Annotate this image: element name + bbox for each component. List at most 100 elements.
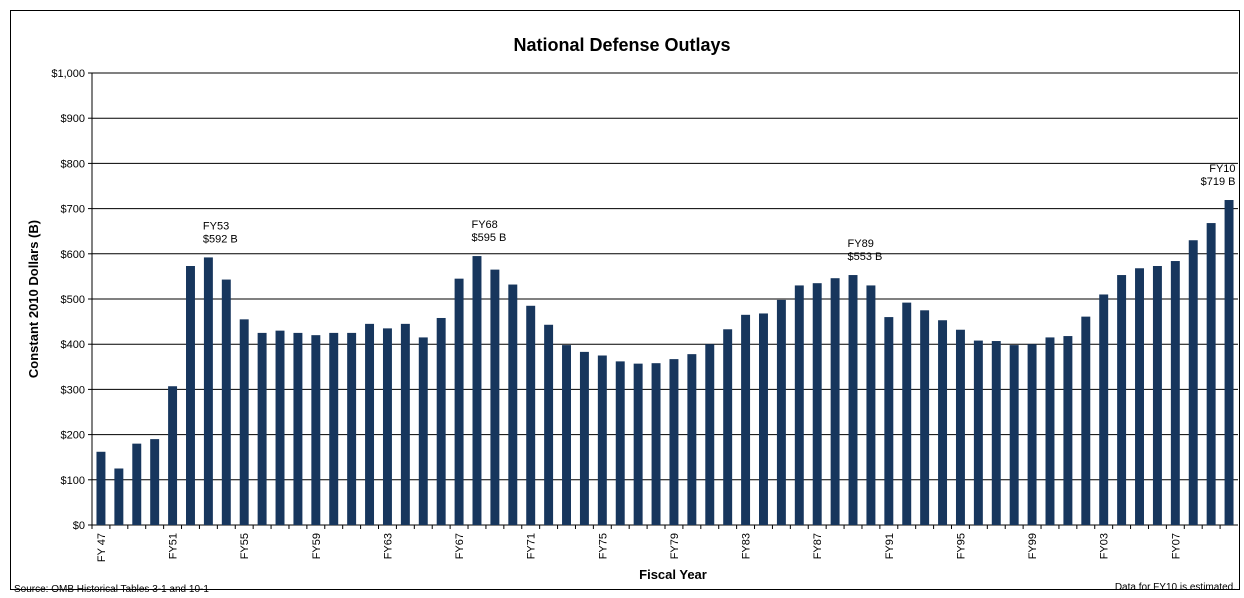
- bar: [938, 320, 948, 525]
- bar: [508, 284, 518, 525]
- bar: [132, 443, 142, 525]
- bar: [400, 323, 410, 525]
- bar: [562, 345, 571, 525]
- bar: [633, 363, 643, 525]
- bar: [186, 266, 195, 525]
- bar: [723, 329, 733, 525]
- x-tick-label: FY51: [168, 533, 180, 559]
- x-tick-label: FY75: [597, 533, 609, 559]
- bar: [579, 351, 589, 525]
- x-tick-label: FY99: [1027, 533, 1039, 559]
- bar: [544, 324, 554, 525]
- y-tick-label: $600: [61, 249, 85, 261]
- y-tick-label: $400: [61, 339, 85, 351]
- bar: [1170, 261, 1180, 525]
- bar: [884, 317, 894, 525]
- bar: [597, 355, 607, 525]
- annotation-value: $592 B: [203, 233, 238, 245]
- y-axis-title: Constant 2010 Dollars (B): [26, 220, 41, 378]
- bar: [669, 359, 679, 525]
- bar: [1224, 200, 1234, 525]
- bar: [1206, 223, 1216, 525]
- bar: [1063, 336, 1073, 525]
- bar: [418, 337, 428, 525]
- bar: [1152, 266, 1162, 525]
- bar: [991, 341, 1001, 525]
- annotation-label: FY89: [848, 238, 874, 250]
- annotation-label: FY10: [1209, 163, 1235, 175]
- bar: [114, 468, 124, 525]
- bar: [1099, 294, 1109, 525]
- y-tick-label: $1,000: [51, 68, 85, 80]
- bar: [973, 340, 983, 525]
- bar: [1027, 344, 1037, 525]
- bar: [615, 361, 625, 525]
- annotation-value: $553 B: [848, 251, 883, 263]
- x-tick-label: FY67: [454, 533, 466, 559]
- y-tick-label: $500: [61, 294, 85, 306]
- bar: [812, 283, 822, 525]
- x-tick-label: FY91: [884, 533, 896, 559]
- bar: [454, 278, 464, 525]
- x-tick-label: FY55: [239, 533, 251, 559]
- chart-title: National Defense Outlays: [513, 35, 731, 55]
- bar: [1009, 345, 1019, 525]
- y-tick-label: $200: [61, 430, 85, 442]
- bar: [759, 313, 768, 525]
- bar: [1117, 275, 1127, 525]
- y-tick-label: $700: [61, 204, 85, 216]
- y-tick-label: $100: [61, 475, 85, 487]
- bar: [866, 285, 876, 525]
- annotation-value: $719 B: [1201, 176, 1236, 188]
- x-axis-title: Fiscal Year: [639, 567, 707, 582]
- x-tick-label: FY 47: [96, 533, 108, 562]
- bar: [920, 310, 930, 525]
- x-tick-label: FY95: [955, 533, 967, 559]
- chart-frame: [10, 10, 1240, 590]
- x-tick-label: FY79: [669, 533, 681, 559]
- bar: [705, 344, 715, 525]
- bar: [203, 257, 213, 525]
- x-tick-label: FY83: [741, 533, 753, 559]
- bar: [741, 314, 751, 525]
- bar: [1135, 268, 1144, 525]
- y-tick-label: $800: [61, 158, 85, 170]
- bar: [848, 275, 858, 525]
- bar: [651, 363, 661, 525]
- bar: [1081, 316, 1091, 525]
- bar: [275, 330, 285, 525]
- bar: [239, 319, 249, 525]
- x-tick-label: FY03: [1099, 533, 1111, 559]
- bar: [293, 332, 303, 525]
- bar: [347, 332, 357, 525]
- x-tick-label: FY71: [526, 533, 538, 559]
- bar: [436, 317, 446, 525]
- bar: [257, 332, 267, 525]
- bar: [168, 386, 178, 525]
- bar: [687, 354, 697, 525]
- bar: [902, 302, 912, 525]
- bar: [221, 279, 231, 525]
- bar: [96, 451, 106, 525]
- bar: [794, 285, 804, 525]
- bar: [472, 256, 482, 525]
- bar: [776, 299, 786, 525]
- source-note: Source: OMB Historical Tables 3-1 and 10…: [14, 584, 209, 595]
- bar: [365, 323, 375, 525]
- x-tick-label: FY59: [311, 533, 323, 559]
- bar: [830, 278, 840, 525]
- y-tick-label: $900: [61, 113, 85, 125]
- bar: [1045, 337, 1055, 525]
- bar: [526, 305, 536, 525]
- bar: [311, 335, 321, 525]
- estimate-note: Data for FY10 is estimated.: [1114, 582, 1236, 593]
- annotation-value: $595 B: [472, 232, 507, 244]
- x-tick-label: FY63: [382, 533, 394, 559]
- y-tick-label: $0: [73, 520, 85, 532]
- bar: [1188, 240, 1198, 526]
- bar: [490, 269, 500, 525]
- annotation-label: FY53: [203, 220, 229, 232]
- bar: [329, 332, 339, 525]
- annotation-label: FY68: [472, 219, 498, 231]
